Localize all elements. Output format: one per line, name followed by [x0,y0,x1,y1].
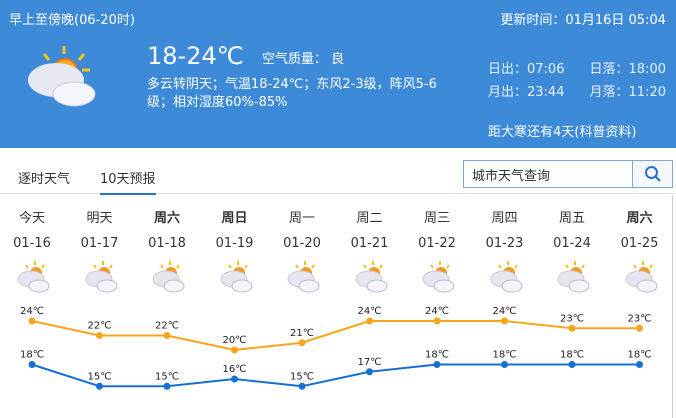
high-temp-label: 23℃ [628,313,652,324]
low-temp-point [433,361,441,368]
partly-cloudy-icon [557,261,590,293]
sunrise: 日出：07:06 [488,62,565,77]
low-temp-label: 15℃ [155,371,179,382]
low-temp-label: 15℃ [88,371,112,382]
tab-10day[interactable]: 10天预报 [100,168,156,195]
partly-cloudy-icon [17,261,50,293]
high-temp-label: 24℃ [425,306,449,317]
low-temp-point [298,382,306,390]
low-temp-point [96,382,103,390]
forecast-period: 早上至傍晚(06-20时) [9,13,135,28]
high-temp-point [433,317,441,325]
tab-hourly[interactable]: 逐时天气 [18,172,71,187]
high-temp-label: 22℃ [155,321,179,332]
update-time: 更新时间：01月16日 05:04 [500,13,666,28]
low-temp-label: 18℃ [20,350,44,361]
low-temp-point [636,361,643,368]
partly-cloudy-icon [28,46,96,107]
weather-description: 多云转阴天；气温18-24℃；东风2-3级，阵风5-6 [147,77,437,92]
tab-bar: 逐时天气 10天预报 [0,166,676,195]
high-temp-line [31,320,640,352]
low-temp-label: 18℃ [425,350,449,361]
low-temp-label: 18℃ [560,350,584,361]
low-temp-point [163,382,171,390]
high-temp-point [28,317,36,325]
low-temp-label: 18℃ [628,350,652,361]
day-date: 01-21 [350,236,389,251]
divider [672,195,673,418]
high-temp-label: 21℃ [290,328,314,339]
high-temp-label: 24℃ [358,306,382,317]
low-temp-label: 18℃ [493,350,517,361]
day-name: 周三 [423,211,450,226]
high-temp-point [231,346,238,354]
temperature-range: 18-24℃ [147,42,244,70]
search-button[interactable] [632,161,672,187]
high-temp-point [636,324,643,332]
moonset: 月落：11:20 [589,85,666,100]
low-temp-point [231,375,238,383]
low-temp-point [366,368,373,376]
day-date: 01-25 [620,236,659,251]
partly-cloudy-icon [490,261,522,293]
city-search-input[interactable] [464,161,632,187]
air-quality: 空气质量： 良 [262,52,345,67]
day-date: 01-18 [148,236,186,251]
high-temp-point [366,317,373,325]
day-name: 周日 [221,211,248,226]
partly-cloudy-icon [287,261,320,293]
partly-cloudy-icon [152,261,185,293]
high-temp-label: 24℃ [20,306,44,317]
high-temp-label: 22℃ [88,321,112,332]
search-icon [644,166,661,182]
day-date: 01-16 [13,236,51,251]
day-name: 今天 [18,211,45,226]
low-temp-point [501,361,508,368]
day-date: 01-17 [80,236,119,251]
low-temp-line [31,363,640,388]
day-date: 01-24 [553,236,591,251]
low-temp-label: 16℃ [223,364,247,375]
partly-cloudy-icon [625,261,657,293]
day-date: 01-19 [215,236,254,251]
solar-term-link[interactable]: 距大寒还有4天(科普资料) [488,125,637,140]
low-temp-point [568,361,576,368]
day-name: 周四 [491,211,518,226]
high-temp-point [298,339,306,347]
sunset: 日落：18:00 [589,62,666,77]
day-name: 明天 [86,211,113,226]
day-date: 01-20 [283,236,321,251]
high-temp-point [501,317,508,325]
moonrise: 月出：23:44 [488,85,565,100]
high-temp-label: 20℃ [223,335,247,346]
low-temp-label: 17℃ [358,357,382,368]
high-temp-point [96,332,103,339]
day-name: 周六 [153,211,180,226]
day-name: 周二 [356,211,383,226]
day-name: 周六 [626,211,653,226]
day-date: 01-23 [485,236,524,251]
low-temp-point [28,361,36,368]
partly-cloudy-icon [422,261,455,293]
day-name: 周一 [288,211,315,226]
weather-header: 早上至傍晚(06-20时) 更新时间：01月16日 05:04 18-24℃ 空… [0,0,676,148]
low-temp-label: 15℃ [290,371,314,382]
temperature-chart: 24℃ 22℃ 22℃ 20℃ 21℃ 24℃ 24℃ 24℃ 23℃ 23℃ 18℃ 15℃ 15℃ 1… [20,306,652,390]
partly-cloudy-icon [220,261,252,293]
day-name: 周五 [558,211,585,226]
partly-cloudy-icon [85,261,117,293]
high-temp-label: 23℃ [560,313,584,324]
high-temp-point [568,324,576,332]
partly-cloudy-icon [355,261,387,293]
weather-description-cont: 级；相对湿度60%-85% [147,95,288,110]
high-temp-label: 24℃ [493,306,517,317]
high-temp-point [163,332,171,339]
city-search [463,160,673,188]
day-date: 01-22 [418,236,456,251]
